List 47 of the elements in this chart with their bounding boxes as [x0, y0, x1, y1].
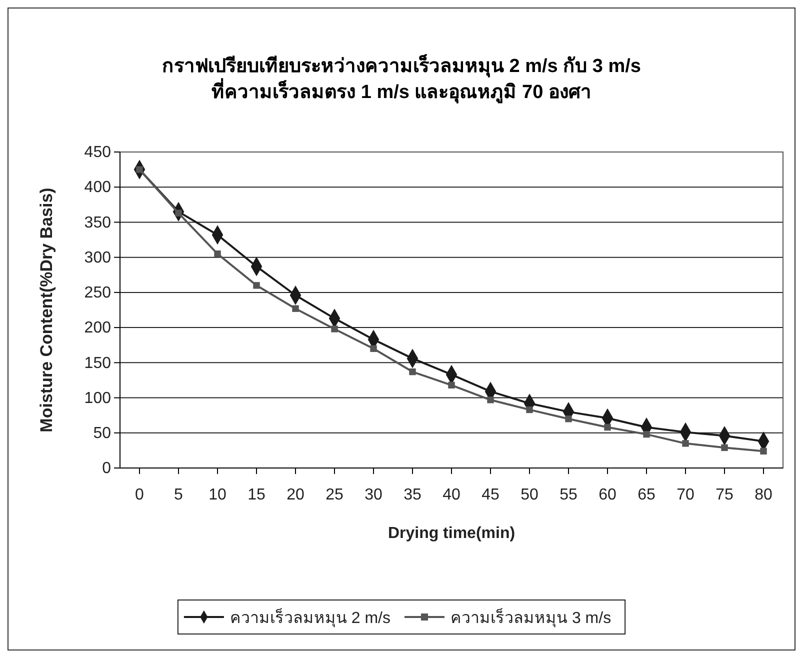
- y-tick-label: 200: [84, 320, 112, 337]
- x-tick-label: 65: [638, 486, 656, 504]
- point: [682, 440, 689, 447]
- x-tick-label: 10: [208, 486, 226, 504]
- y-tick-label: 300: [84, 249, 112, 266]
- y-tick-label: 50: [93, 425, 112, 442]
- x-tick-label: 35: [404, 486, 422, 504]
- y-tick-label: 0: [102, 460, 112, 478]
- x-tick-label: 70: [676, 486, 694, 504]
- x-tick-label: 5: [174, 486, 184, 504]
- point: [526, 406, 533, 414]
- x-tick-label: 75: [716, 486, 734, 504]
- x-tick-label: 50: [520, 486, 538, 504]
- x-tick-label: 55: [560, 486, 578, 504]
- point: [604, 424, 611, 431]
- y-tick-label: 350: [84, 214, 112, 232]
- x-tick-label: 20: [286, 486, 304, 504]
- legend-label: ความเร็วลมหมุน 2 m/s: [230, 607, 390, 628]
- y-tick-label: 100: [84, 390, 112, 407]
- legend-label: ความเร็วลมหมุน 3 m/s: [450, 607, 612, 628]
- x-tick-label: 40: [442, 486, 460, 504]
- point: [292, 305, 299, 312]
- point: [643, 430, 650, 438]
- point: [214, 250, 221, 258]
- x-tick-label: 15: [248, 486, 266, 504]
- x-tick-label: 80: [754, 486, 772, 504]
- point: [487, 396, 494, 404]
- point: [565, 415, 572, 422]
- x-tick-label: 30: [364, 486, 382, 504]
- x-tick-label: 25: [326, 486, 344, 504]
- y-tick-label: 250: [84, 284, 112, 302]
- chart-title: กราฟเปรียบเทียบระหว่างความเร็วลมหมุน 2 m/s กับ 3 m/s ที่ความเร็วลมตรง 1 m/s และอุณหภูมิ 70 องศา: [162, 53, 642, 104]
- y-tick-label: 400: [84, 179, 112, 196]
- x-tick-label: 0: [135, 486, 144, 504]
- y-tick-label: 150: [84, 354, 112, 372]
- y-axis-title: Moisture Content(%Dry Basis): [37, 188, 56, 432]
- x-tick-label: 45: [482, 486, 500, 504]
- point: [448, 382, 455, 388]
- point: [331, 326, 338, 332]
- point: [409, 368, 416, 376]
- point: [253, 282, 260, 289]
- x-axis-title: Drying time(min): [388, 525, 516, 542]
- point: [370, 345, 377, 352]
- x-tick-label: 60: [598, 486, 616, 504]
- point: [760, 448, 767, 454]
- y-tick-label: 450: [84, 144, 112, 162]
- point: [721, 444, 728, 451]
